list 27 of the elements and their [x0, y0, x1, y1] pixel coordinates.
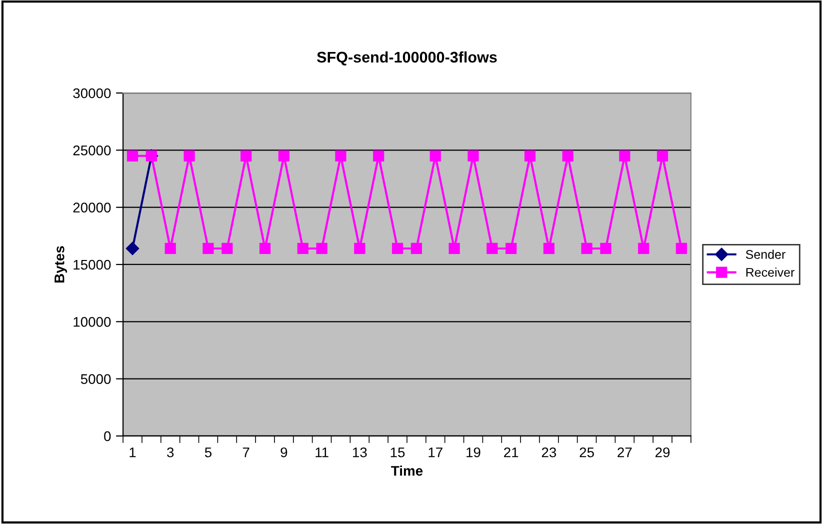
x-tick-label: 3 [167, 447, 174, 458]
x-tick-label: 17 [428, 448, 442, 458]
x-tick-label: 19 [466, 447, 480, 458]
x-tick-label: 7 [242, 448, 250, 458]
x-axis-title: Time [391, 466, 423, 476]
y-axis-title: Bytes [54, 246, 68, 282]
x-tick-label: 25 [580, 447, 594, 458]
y-tick-label: 5000 [80, 374, 111, 384]
x-tick-label: 11 [316, 448, 328, 458]
x-tick-label: 1 [130, 448, 136, 458]
x-tick-label: 29 [655, 447, 670, 458]
y-tick-label: 25000 [73, 146, 111, 156]
y-tick-label: 30000 [73, 88, 111, 98]
x-tick-label: 9 [280, 447, 288, 458]
x-tick-label: 13 [352, 447, 367, 458]
y-tick-label: 20000 [73, 202, 111, 212]
x-tick-label: 27 [618, 447, 632, 458]
x-tick-label: 23 [542, 447, 556, 458]
legend-label: Receiver [746, 268, 794, 277]
x-tick-label: 15 [390, 448, 405, 458]
y-tick-label: 10000 [74, 316, 111, 327]
chart-title: SFQ-send-100000-3flows [316, 51, 497, 66]
x-tick-label: 21 [504, 447, 518, 458]
x-tick-label: 5 [204, 448, 212, 458]
y-tick-label: 15000 [74, 260, 111, 270]
legend-label: Sender [746, 250, 786, 259]
y-tick-label: 0 [104, 431, 111, 442]
